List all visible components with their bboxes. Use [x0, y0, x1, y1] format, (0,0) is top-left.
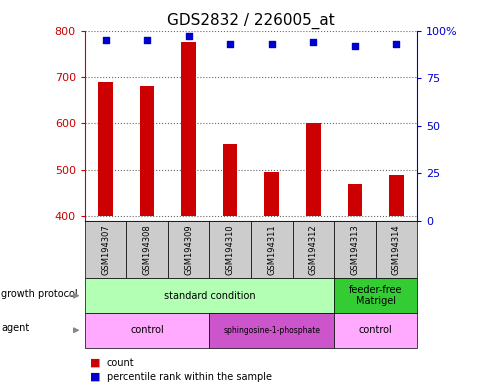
- Text: GSM194312: GSM194312: [308, 224, 317, 275]
- Point: [102, 37, 109, 43]
- Point: [143, 37, 151, 43]
- Text: ■: ■: [90, 358, 100, 368]
- Text: GSM194307: GSM194307: [101, 224, 110, 275]
- Text: count: count: [106, 358, 134, 368]
- Bar: [139, 86, 154, 216]
- Bar: [388, 175, 403, 216]
- Bar: [305, 123, 320, 216]
- Text: control: control: [130, 325, 164, 335]
- Text: sphingosine-1-phosphate: sphingosine-1-phosphate: [223, 326, 319, 335]
- Point: [309, 39, 317, 45]
- Bar: [347, 184, 362, 216]
- Text: ■: ■: [90, 372, 100, 382]
- Bar: [181, 42, 196, 216]
- Text: GSM194310: GSM194310: [225, 224, 234, 275]
- Text: GSM194311: GSM194311: [267, 224, 276, 275]
- Bar: [223, 144, 237, 216]
- Text: feeder-free
Matrigel: feeder-free Matrigel: [348, 285, 402, 306]
- Text: standard condition: standard condition: [163, 291, 255, 301]
- Title: GDS2832 / 226005_at: GDS2832 / 226005_at: [167, 13, 334, 29]
- Text: GSM194308: GSM194308: [142, 224, 151, 275]
- Point: [184, 33, 192, 40]
- Point: [267, 41, 275, 47]
- Point: [350, 43, 358, 49]
- Text: percentile rank within the sample: percentile rank within the sample: [106, 372, 271, 382]
- Text: growth protocol: growth protocol: [1, 289, 77, 299]
- Bar: [98, 82, 113, 216]
- Text: GSM194313: GSM194313: [349, 224, 359, 275]
- Text: agent: agent: [1, 323, 29, 333]
- Text: control: control: [358, 325, 392, 335]
- Point: [226, 41, 234, 47]
- Bar: [264, 172, 278, 216]
- Point: [392, 41, 399, 47]
- Text: GSM194309: GSM194309: [184, 224, 193, 275]
- Text: GSM194314: GSM194314: [391, 224, 400, 275]
